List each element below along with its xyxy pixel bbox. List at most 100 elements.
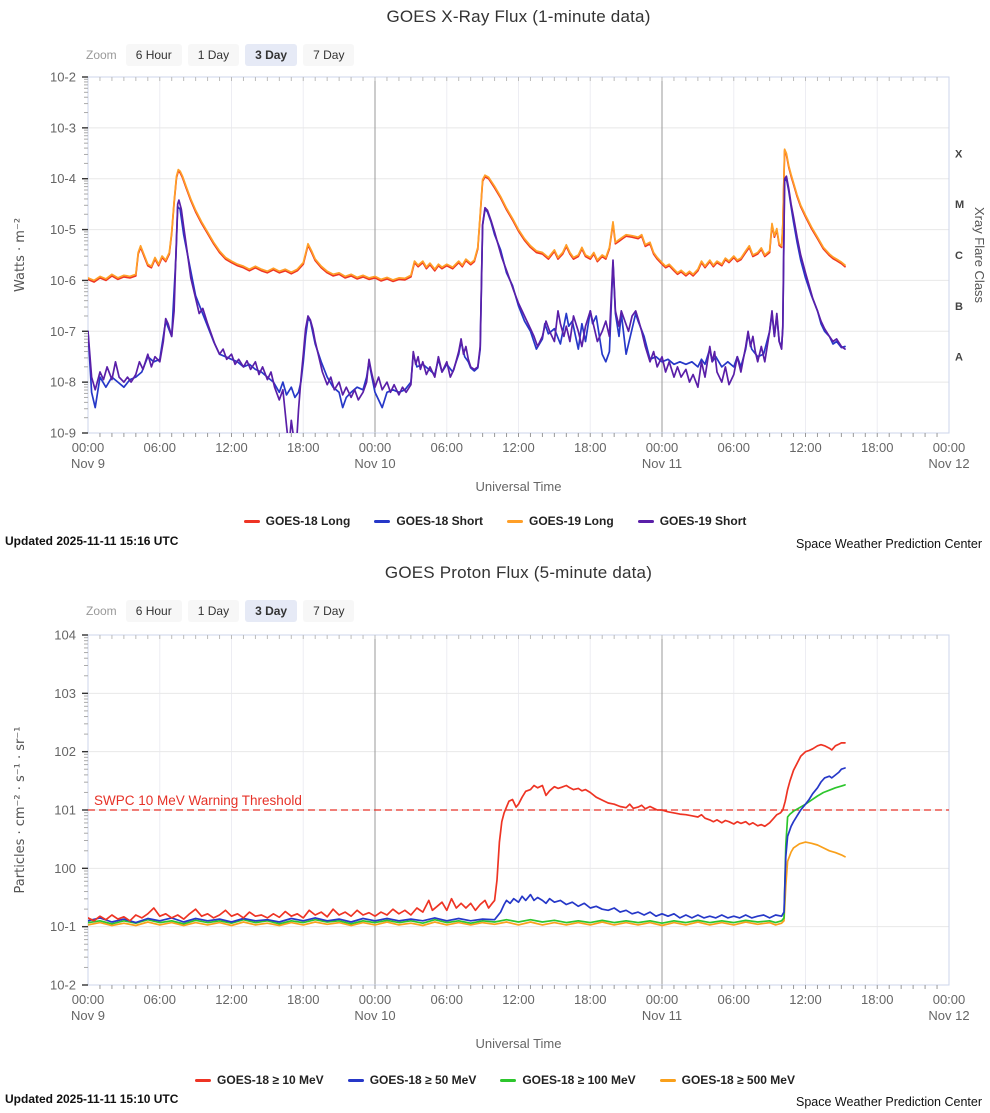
proton-chart-title: GOES Proton Flux (5-minute data) [384, 563, 653, 582]
y-tick-label: 10-4 [50, 171, 76, 186]
legend-item[interactable]: GOES-19 Short [637, 514, 747, 528]
y-tick-label: 100 [54, 861, 76, 876]
x-tick-label: 00:00 [72, 992, 105, 1007]
x-tick-label: 12:00 [789, 440, 822, 455]
x-tick-label: 18:00 [574, 440, 607, 455]
series-goes-18-50-mev [88, 767, 846, 924]
legend-label: GOES-18 ≥ 100 MeV [522, 1073, 636, 1087]
legend-marker-icon [507, 519, 523, 523]
legend-item[interactable]: GOES-18 ≥ 10 MeV [195, 1073, 324, 1087]
y-tick-label: 101 [54, 803, 76, 818]
x-tick-label: 00:00 [359, 440, 392, 455]
legend-item[interactable]: GOES-19 Long [507, 514, 614, 528]
x-tick-label: 18:00 [287, 992, 320, 1007]
zoom-button-7-day[interactable]: 7 Day [303, 44, 355, 66]
series-group [88, 148, 846, 433]
x-day-label: Nov 10 [354, 456, 395, 471]
x-tick-label: 18:00 [287, 440, 320, 455]
y-tick-label: 10-6 [50, 273, 76, 288]
y-tick-label: 104 [54, 628, 76, 643]
zoom-label: Zoom [86, 48, 117, 62]
x-tick-label: 18:00 [574, 992, 607, 1007]
series-goes-18-short [88, 177, 846, 409]
legend-marker-icon [659, 1078, 676, 1082]
x-day-label: Nov 10 [354, 1008, 395, 1023]
x-tick-label: 12:00 [789, 992, 822, 1007]
flare-class-label: C [955, 250, 963, 262]
xray-zoom-bar: Zoom 6 Hour 1 Day 3 Day 7 Day [86, 44, 355, 66]
y-tick-label: 10-5 [50, 222, 76, 237]
x-tick-label: 06:00 [717, 992, 750, 1007]
flare-class-label: M [955, 199, 964, 211]
flare-class-label: X [955, 148, 963, 160]
x-tick-label: 06:00 [430, 440, 463, 455]
y-tick-label: 10-7 [50, 324, 76, 339]
y-tick-label: 10-1 [50, 919, 76, 934]
zoom-button-1-day[interactable]: 1 Day [187, 600, 240, 622]
x-tick-label: 06:00 [143, 440, 176, 455]
zoom-button-1-day[interactable]: 1 Day [187, 44, 240, 66]
y-tick-label: 10-8 [50, 375, 76, 390]
x-tick-label: 12:00 [215, 440, 248, 455]
legend-label: GOES-18 ≥ 50 MeV [369, 1073, 477, 1087]
legend-item[interactable]: GOES-18 ≥ 500 MeV [659, 1073, 795, 1087]
x-day-label: Nov 11 [642, 1008, 682, 1023]
legend-marker-icon [500, 1078, 517, 1082]
zoom-button-6-hour[interactable]: 6 Hour [125, 600, 182, 622]
legend-label: GOES-19 Long [529, 514, 614, 528]
y-tick-label: 102 [54, 744, 76, 759]
proton-updated-text: Updated 2025-11-11 15:10 UTC [5, 1092, 179, 1106]
series-group [88, 742, 846, 927]
x-tick-label: 06:00 [143, 992, 176, 1007]
x-tick-label: 00:00 [933, 440, 966, 455]
y-tick-label: 10-3 [50, 120, 76, 135]
x-day-label: Nov 12 [928, 1008, 969, 1023]
series-goes-18-500-mev [88, 841, 846, 927]
y-axis-title: Particles · cm⁻² · s⁻¹ · sr⁻¹ [13, 727, 28, 894]
legend-marker-icon [243, 519, 260, 523]
zoom-button-3-day[interactable]: 3 Day [245, 44, 298, 66]
legend-item[interactable]: GOES-18 ≥ 100 MeV [500, 1073, 636, 1087]
xray-chart-title: GOES X-Ray Flux (1-minute data) [386, 7, 651, 26]
legend-marker-icon [374, 519, 391, 523]
legend-item[interactable]: GOES-18 Long [243, 514, 351, 528]
legend-item[interactable]: GOES-18 ≥ 50 MeV [347, 1073, 477, 1087]
y-tick-label: 103 [54, 686, 76, 701]
flare-class-label: A [955, 352, 963, 364]
x-tick-label: 18:00 [861, 992, 894, 1007]
right-axis-title: Xray Flare Class [972, 207, 987, 304]
x-tick-label: 00:00 [933, 992, 966, 1007]
proton-zoom-bar: Zoom 6 Hour 1 Day 3 Day 7 Day [86, 600, 355, 622]
x-day-label: Nov 9 [71, 456, 105, 471]
flare-class-label: B [955, 301, 963, 313]
zoom-button-6-hour[interactable]: 6 Hour [125, 44, 182, 66]
legend-item[interactable]: GOES-18 Short [374, 514, 483, 528]
y-tick-label: 10-9 [50, 426, 76, 441]
legend-marker-icon [195, 1078, 212, 1082]
legend-label: GOES-18 Long [265, 514, 351, 528]
y-tick-label: 10-2 [50, 978, 76, 993]
legend-label: GOES-18 Short [396, 514, 483, 528]
xray-updated-text: Updated 2025-11-11 15:16 UTC [5, 534, 179, 548]
x-tick-label: 18:00 [861, 440, 894, 455]
x-tick-label: 12:00 [502, 440, 535, 455]
legend-label: GOES-18 ≥ 10 MeV [217, 1073, 324, 1087]
threshold-label: SWPC 10 MeV Warning Threshold [94, 793, 302, 808]
proton-chart-svg: 104 103 102 101 100 10-1 10-2 Particles · cm⁻² … [13, 628, 970, 1024]
x-tick-label: 12:00 [502, 992, 535, 1007]
x-tick-label: 00:00 [359, 992, 392, 1007]
series-goes-18-long [88, 149, 846, 283]
proton-credit-text: Space Weather Prediction Center [796, 1095, 982, 1109]
legend-label: GOES-19 Short [659, 514, 747, 528]
x-day-label: Nov 12 [928, 456, 969, 471]
y-tick-label: 10-2 [50, 70, 76, 85]
series-goes-18-10-mev [88, 742, 846, 922]
legend-marker-icon [347, 1078, 364, 1082]
x-tick-label: 00:00 [646, 992, 679, 1007]
proton-legend: GOES-18 ≥ 10 MeV GOES-18 ≥ 50 MeV GOES-18 … [0, 1073, 990, 1087]
xray-credit-text: Space Weather Prediction Center [796, 537, 982, 551]
xray-legend: GOES-18 Long GOES-18 Short GOES-19 Long GOE… [0, 514, 990, 528]
x-tick-label: 12:00 [215, 992, 248, 1007]
zoom-button-7-day[interactable]: 7 Day [303, 600, 355, 622]
zoom-button-3-day[interactable]: 3 Day [245, 600, 298, 622]
